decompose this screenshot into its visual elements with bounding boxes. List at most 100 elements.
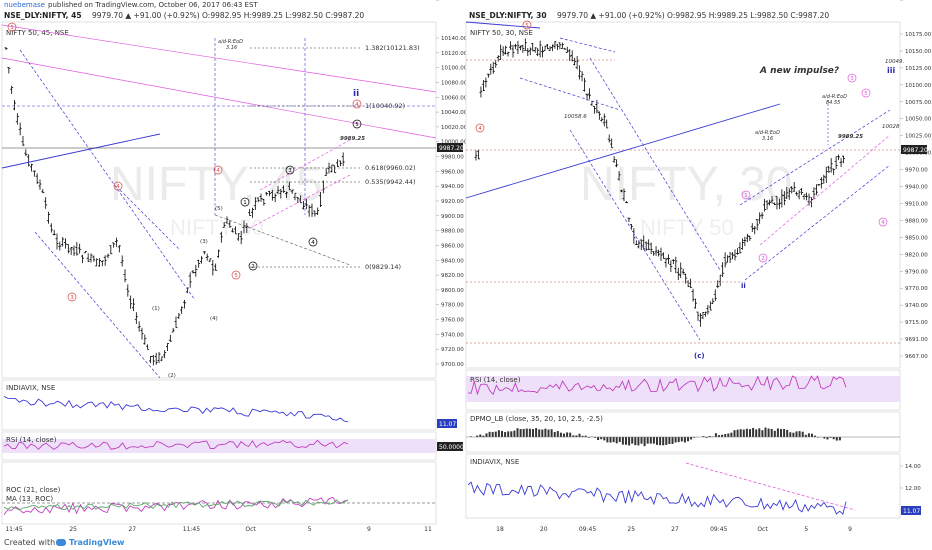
left-price-tick-label: 9720.00 xyxy=(441,347,464,353)
right-time-tick-label: 5 xyxy=(804,526,808,533)
right-dpmo-pane: DPMO_LB (close, 35, 20, 10, 2.5, -2.5) 0… xyxy=(465,0,925,453)
right-dpmo-bar xyxy=(504,432,507,437)
right-dpmo-bar xyxy=(773,430,776,437)
left-price-tick-label: 9700.00 xyxy=(441,362,464,368)
right-dpmo-bar xyxy=(832,437,835,440)
left-rsi-pane: RSI (14, close) 50.0000 xyxy=(1,431,464,461)
right-price-pane: NIFTY, 30 NIFTY 50 NIFTY 50, 30, NSE A n… xyxy=(465,20,932,369)
right-dpmo-bar xyxy=(491,431,494,437)
left-fib-label: 1(10040.92) xyxy=(365,102,405,110)
right-dpmo-bar xyxy=(807,433,810,437)
right-dpmo-bar xyxy=(690,437,693,440)
right-dpmo-bar xyxy=(776,428,779,437)
right-time-tick-label: Oct xyxy=(757,526,768,533)
right-vix-line xyxy=(467,481,847,515)
right-time-tick-label: 9 xyxy=(848,526,852,533)
left-wave-marker-label: 2 xyxy=(251,264,255,270)
right-dpmo-bar xyxy=(814,435,817,437)
left-time-axis: 11:45 25 27 11:45 Oct 5 9 11 xyxy=(5,526,432,533)
left-wave-marker xyxy=(240,197,250,207)
left-wave-marker-label: 1 xyxy=(10,25,14,31)
left-wave-marker-label: 4 xyxy=(116,184,120,190)
right-dpmo-bar xyxy=(742,429,745,437)
left-watermark-2: NIFTY 50 xyxy=(170,215,264,240)
left-wave-paren: (5) xyxy=(215,206,223,212)
left-wave-marker xyxy=(231,270,241,280)
left-price-tick-label: 10060.00 xyxy=(441,95,468,101)
publish-bar: nuebemase published on TradingView.com, … xyxy=(0,0,932,10)
right-dash-a xyxy=(559,37,616,53)
left-wave-marker-label: 4 xyxy=(311,240,315,246)
right-dpmo-bar xyxy=(606,437,609,443)
right-dpmo-bar xyxy=(711,436,714,437)
left-price-tick-label: 9840.00 xyxy=(441,258,464,264)
left-price-tick-label: 9940.00 xyxy=(441,184,464,190)
right-dpmo-bar xyxy=(581,435,584,437)
right-dpmo-bar xyxy=(755,429,758,437)
right-dpmo-bar xyxy=(507,431,510,437)
right-price-tick-label: 10125.00 xyxy=(905,66,932,72)
right-dpmo-bar xyxy=(826,437,829,440)
left-fib-label: 0(9829.14) xyxy=(365,263,401,271)
right-price-tick-label: 9770.00 xyxy=(905,286,928,292)
left-price-tick-label: 10000.00 xyxy=(441,140,468,146)
right-dpmo-bar xyxy=(628,437,631,446)
right-dpmo-bar xyxy=(547,429,550,437)
left-price-tick-label: 10020.00 xyxy=(441,125,468,131)
right-dpmo-bar xyxy=(550,429,553,437)
right-ohlc: 9979.70 ▲ +91.00 (+0.92%) O:9982.95 H:99… xyxy=(557,11,830,20)
left-wave-marker-label: 5 xyxy=(355,122,359,128)
right-dpmo-tick-label: 0.0000 xyxy=(905,0,925,2)
left-wave-marker xyxy=(308,237,318,247)
right-dpmo-bar xyxy=(535,428,538,437)
left-time-tick-label: 9 xyxy=(367,526,371,533)
left-indiavix-pane: INDIAVIX, NSE 12.00 11.07 xyxy=(1,0,457,431)
right-level-10049: 10049. xyxy=(885,59,904,65)
right-dpmo-bar xyxy=(767,428,770,437)
right-dpmo-bar xyxy=(749,429,751,437)
left-eod-label: a/d-R:EoD xyxy=(218,39,243,45)
right-dpmo-bar xyxy=(494,431,497,437)
tradingview-brand[interactable]: TradingView xyxy=(56,538,124,547)
author-link[interactable]: nuebemase xyxy=(4,1,45,9)
footer: Created with TradingView xyxy=(0,536,932,550)
right-price-tick-label: 9691.00 xyxy=(905,337,928,343)
right-dpmo-bar xyxy=(671,437,674,444)
left-fib-label: 1.382(10121.83) xyxy=(365,44,420,52)
left-wave-marker xyxy=(285,165,295,175)
right-dpmo-bar xyxy=(652,437,655,444)
right-vix-last-box xyxy=(901,506,921,515)
right-dpmo-bar xyxy=(835,437,838,441)
right-impulse-note: A new impulse? xyxy=(759,66,839,76)
right-dpmo-bar xyxy=(532,429,534,437)
right-dpmo-bar xyxy=(522,428,525,437)
right-dpmo-bar xyxy=(513,430,516,437)
right-dpmo-bar xyxy=(792,432,795,437)
left-high-label: 9989.25 xyxy=(340,136,365,142)
right-symbol-title: NSE_DLY:NIFTY, 30 xyxy=(469,11,547,20)
right-wave-c: (c) xyxy=(694,352,705,360)
right-price-tick-label: 9715.00 xyxy=(905,320,928,326)
left-price-tick-label: 9740.00 xyxy=(441,332,464,338)
right-wave-marker-label: 5 xyxy=(864,91,868,97)
right-eod2-value: 3.16 xyxy=(762,136,773,142)
right-wave-marker xyxy=(861,88,871,98)
right-eod1-value: 84.55 xyxy=(826,100,840,106)
left-wave-paren: (4) xyxy=(210,316,218,322)
right-dpmo-bar xyxy=(525,428,528,437)
right-wave-marker xyxy=(522,20,532,30)
right-dpmo-bar xyxy=(665,437,668,445)
right-price-axis: 10175.00 10150.00 10125.00 10100.00 10075.00… xyxy=(900,32,932,360)
right-dpmo-bar xyxy=(662,437,665,446)
right-price-tick-label: 10175.00 xyxy=(905,32,932,38)
right-dpmo-bar xyxy=(631,437,634,444)
left-price-axis: 10140.00 10120.00 10100.00 10080.00 10060.00… xyxy=(436,36,468,368)
left-roc-axis: 0.0000 xyxy=(436,0,461,2)
right-blue-top xyxy=(465,21,541,29)
right-dpmo-axis: 0.0000 xyxy=(900,0,925,2)
right-dpmo-bar xyxy=(618,437,621,443)
right-dpmo-bar xyxy=(597,437,600,440)
left-wave-marker-label: 3 xyxy=(70,295,74,301)
